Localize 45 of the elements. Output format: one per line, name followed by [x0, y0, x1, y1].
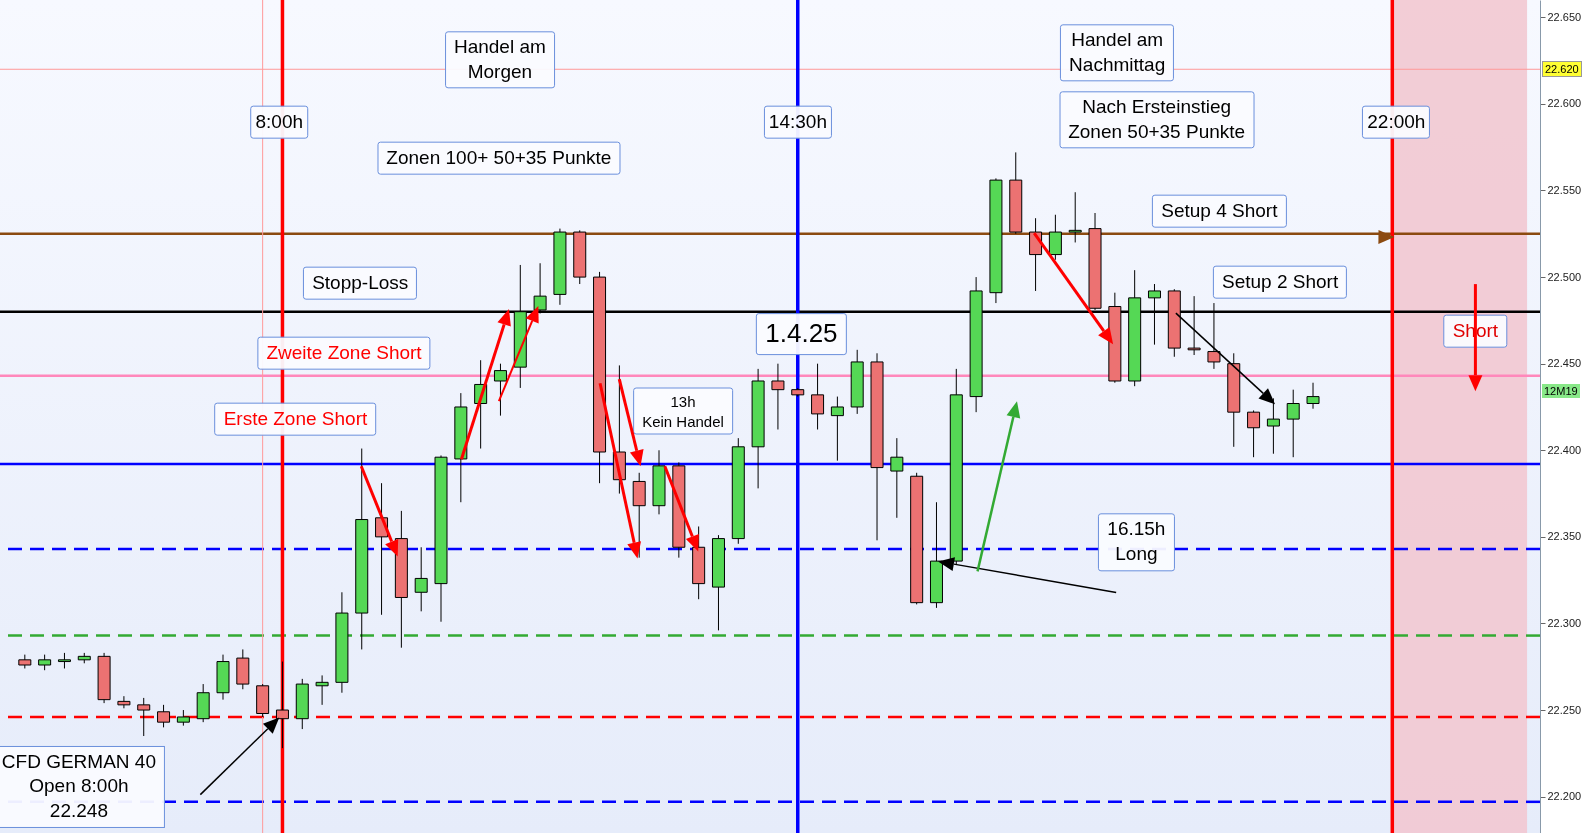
candlestick	[1306, 382, 1320, 410]
annotation: Zonen 100+ 50+35 Punkte	[377, 141, 621, 175]
annotation: Zweite Zone Short	[257, 336, 431, 370]
candlestick	[117, 695, 131, 709]
text: 12M19	[1542, 384, 1580, 399]
y-tick-label: 22.300	[1547, 616, 1582, 629]
candlestick	[275, 661, 289, 749]
annotation: Setup 4 Short	[1152, 194, 1287, 228]
candlestick	[157, 704, 171, 728]
ref-line-label: 8:00h	[250, 105, 309, 139]
annotation: Setup 2 Short	[1212, 265, 1348, 299]
candlestick	[1048, 214, 1062, 261]
y-tick-label: 22.200	[1547, 790, 1582, 803]
candlestick	[1068, 191, 1082, 243]
candlestick	[414, 546, 428, 612]
annotation: Handel am Morgen	[444, 31, 555, 89]
y-tick-label: 22.250	[1547, 703, 1582, 716]
annotation: 16.15h Long	[1098, 513, 1175, 572]
candlestick	[493, 363, 507, 417]
candlestick	[890, 437, 904, 519]
y-tick-label: 22.650	[1547, 10, 1582, 23]
ref-line-label: 22.620	[1542, 61, 1582, 78]
y-tick-label: 22.400	[1547, 443, 1582, 456]
candlestick	[1247, 409, 1261, 458]
candlestick	[315, 674, 329, 706]
y-tick-label: 22.600	[1547, 97, 1582, 110]
candlestick	[811, 363, 825, 430]
y-tick-label: 22.500	[1547, 270, 1582, 283]
annotation: 1.4.25	[756, 313, 847, 356]
candlestick	[137, 697, 151, 737]
candlestick	[830, 396, 844, 462]
annotation: 13h Kein Handel	[633, 387, 733, 435]
candlestick	[1286, 389, 1300, 458]
annotation: Handel am Nachmittag	[1060, 24, 1175, 82]
annotation: Erste Zone Short	[214, 402, 377, 436]
annotation: Nach Ersteinstieg Zonen 50+35 Punkte	[1059, 91, 1255, 149]
y-tick-label: 22.350	[1547, 530, 1582, 543]
ref-line-label: 14:30h	[763, 105, 832, 139]
annotation: Stopp-Loss	[303, 266, 418, 300]
y-tick-label: 22.550	[1547, 184, 1582, 196]
candlestick	[1266, 397, 1280, 455]
y-tick-label: 22.450	[1547, 357, 1582, 370]
ref-line-label: 22:00h	[1362, 105, 1431, 139]
annotation: CFD GERMAN 40 Open 8:00h 22.248	[0, 745, 165, 828]
candlestick	[771, 363, 785, 430]
